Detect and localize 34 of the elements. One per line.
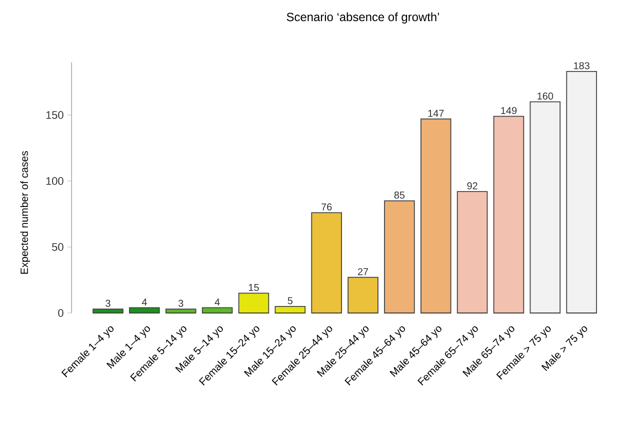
data-label: 76 bbox=[322, 203, 332, 210]
data-label: 92 bbox=[467, 182, 478, 190]
data-label: 160 bbox=[538, 92, 554, 100]
data-label: 147 bbox=[428, 110, 444, 117]
data-label: 27 bbox=[358, 268, 368, 276]
chart-title: Scenario ‘absence of growth’ bbox=[286, 12, 439, 24]
bar bbox=[274, 306, 306, 314]
data-label: 15 bbox=[248, 284, 259, 291]
data-label: 149 bbox=[501, 107, 517, 114]
bar bbox=[129, 307, 160, 314]
y-tick-label: 100 bbox=[46, 177, 64, 185]
data-label: 85 bbox=[394, 192, 405, 199]
data-label: 4 bbox=[142, 298, 147, 306]
bar bbox=[566, 70, 597, 314]
bar bbox=[92, 308, 124, 314]
data-label: 3 bbox=[178, 300, 184, 307]
bar bbox=[530, 101, 561, 314]
y-tick-label: 0 bbox=[58, 309, 64, 317]
data-label: 183 bbox=[574, 62, 590, 70]
bar bbox=[238, 292, 270, 314]
data-label: 3 bbox=[106, 300, 110, 307]
bar bbox=[456, 191, 488, 314]
data-label: 5 bbox=[288, 297, 292, 304]
data-label: 4 bbox=[214, 298, 220, 306]
bar bbox=[384, 200, 415, 314]
bar bbox=[493, 116, 524, 314]
y-tick-label: 50 bbox=[52, 243, 64, 251]
bar bbox=[348, 276, 378, 314]
bar bbox=[165, 308, 196, 314]
bar bbox=[202, 307, 233, 314]
bar bbox=[311, 212, 342, 314]
bar bbox=[420, 118, 452, 314]
y-tick-label: 150 bbox=[46, 111, 64, 119]
y-axis-title: Expected number of cases bbox=[20, 151, 30, 274]
